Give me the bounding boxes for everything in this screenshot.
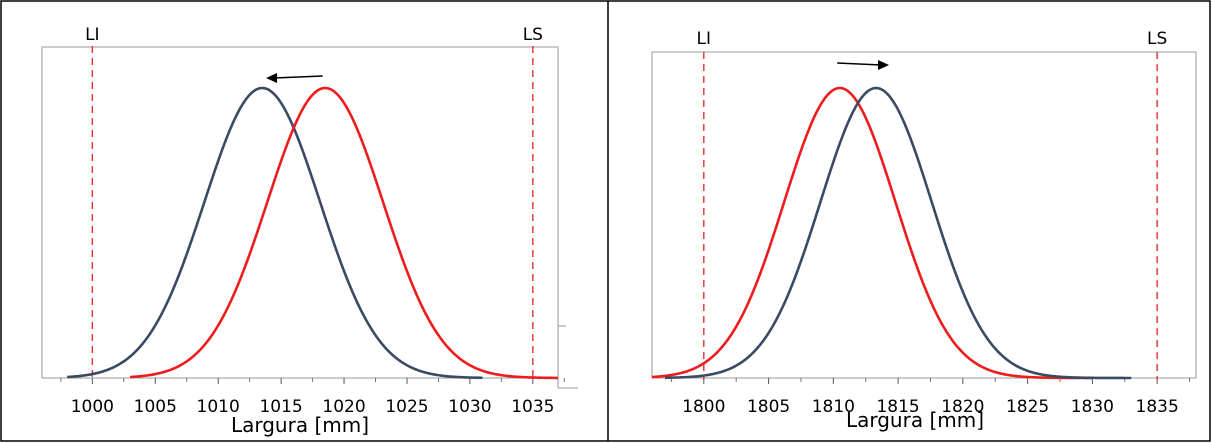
- x-tick-label: 1035: [511, 397, 554, 417]
- spec-limits-left: LI LS: [85, 25, 543, 382]
- x-tick-label: 1025: [385, 397, 428, 417]
- x-axis-right: 1800 1805 1810 1815 1820 1825 1830 1835: [670, 378, 1191, 417]
- x-tick-label: 1815: [876, 397, 919, 417]
- plot-area-left: [41, 46, 559, 379]
- spec-label-li: LI: [697, 29, 712, 49]
- curve-right-0: [651, 86, 1093, 380]
- x-tick-label: 1020: [322, 397, 365, 417]
- x-tick-label: 1030: [448, 397, 491, 417]
- curve-left-0: [67, 86, 483, 380]
- x-tick-label: 1005: [134, 397, 177, 417]
- curves-left: [67, 86, 559, 380]
- spec-label-ls: LS: [1147, 29, 1167, 49]
- spec-limits-right: LI LS: [697, 29, 1167, 380]
- x-axis-label-right: Largura [mm]: [846, 408, 984, 432]
- shift-arrow-left: [266, 73, 323, 83]
- x-tick-label: 1830: [1071, 397, 1114, 417]
- x-axis-label-left: Largura [mm]: [231, 413, 369, 437]
- plot-area-right: [651, 51, 1197, 379]
- x-tick-label: 1810: [812, 397, 855, 417]
- shift-arrow-right: [837, 60, 890, 70]
- curve-right-1: [664, 86, 1132, 380]
- x-tick-label: 1015: [259, 397, 302, 417]
- shift-arrow-head: [878, 60, 890, 70]
- x-tick-label: 1000: [71, 397, 114, 417]
- x-tick-label: 1800: [682, 397, 725, 417]
- chart-left: 1000 1005 1010 1015 1020 1025 1030 1035 LI LS L…: [41, 25, 565, 437]
- spec-label-li: LI: [85, 25, 100, 45]
- shift-arrow-head: [266, 73, 278, 83]
- x-tick-label: 1835: [1136, 397, 1179, 417]
- x-tick-label: 1805: [747, 397, 790, 417]
- x-tick-label: 1010: [197, 397, 240, 417]
- spec-label-ls: LS: [523, 25, 543, 45]
- chart-right: 1800 1805 1810 1815 1820 1825 1830 1835 LI LS L…: [651, 29, 1197, 432]
- curve-left-1: [130, 86, 559, 380]
- x-tick-label: 1825: [1006, 397, 1049, 417]
- axis-bracket: [557, 325, 578, 389]
- shift-arrow-shaft: [273, 75, 323, 79]
- x-tick-label: 1820: [941, 397, 984, 417]
- x-axis-left: 1000 1005 1010 1015 1020 1025 1030 1035: [60, 378, 565, 417]
- shift-arrow-shaft: [837, 62, 882, 66]
- curves-right: [651, 86, 1132, 380]
